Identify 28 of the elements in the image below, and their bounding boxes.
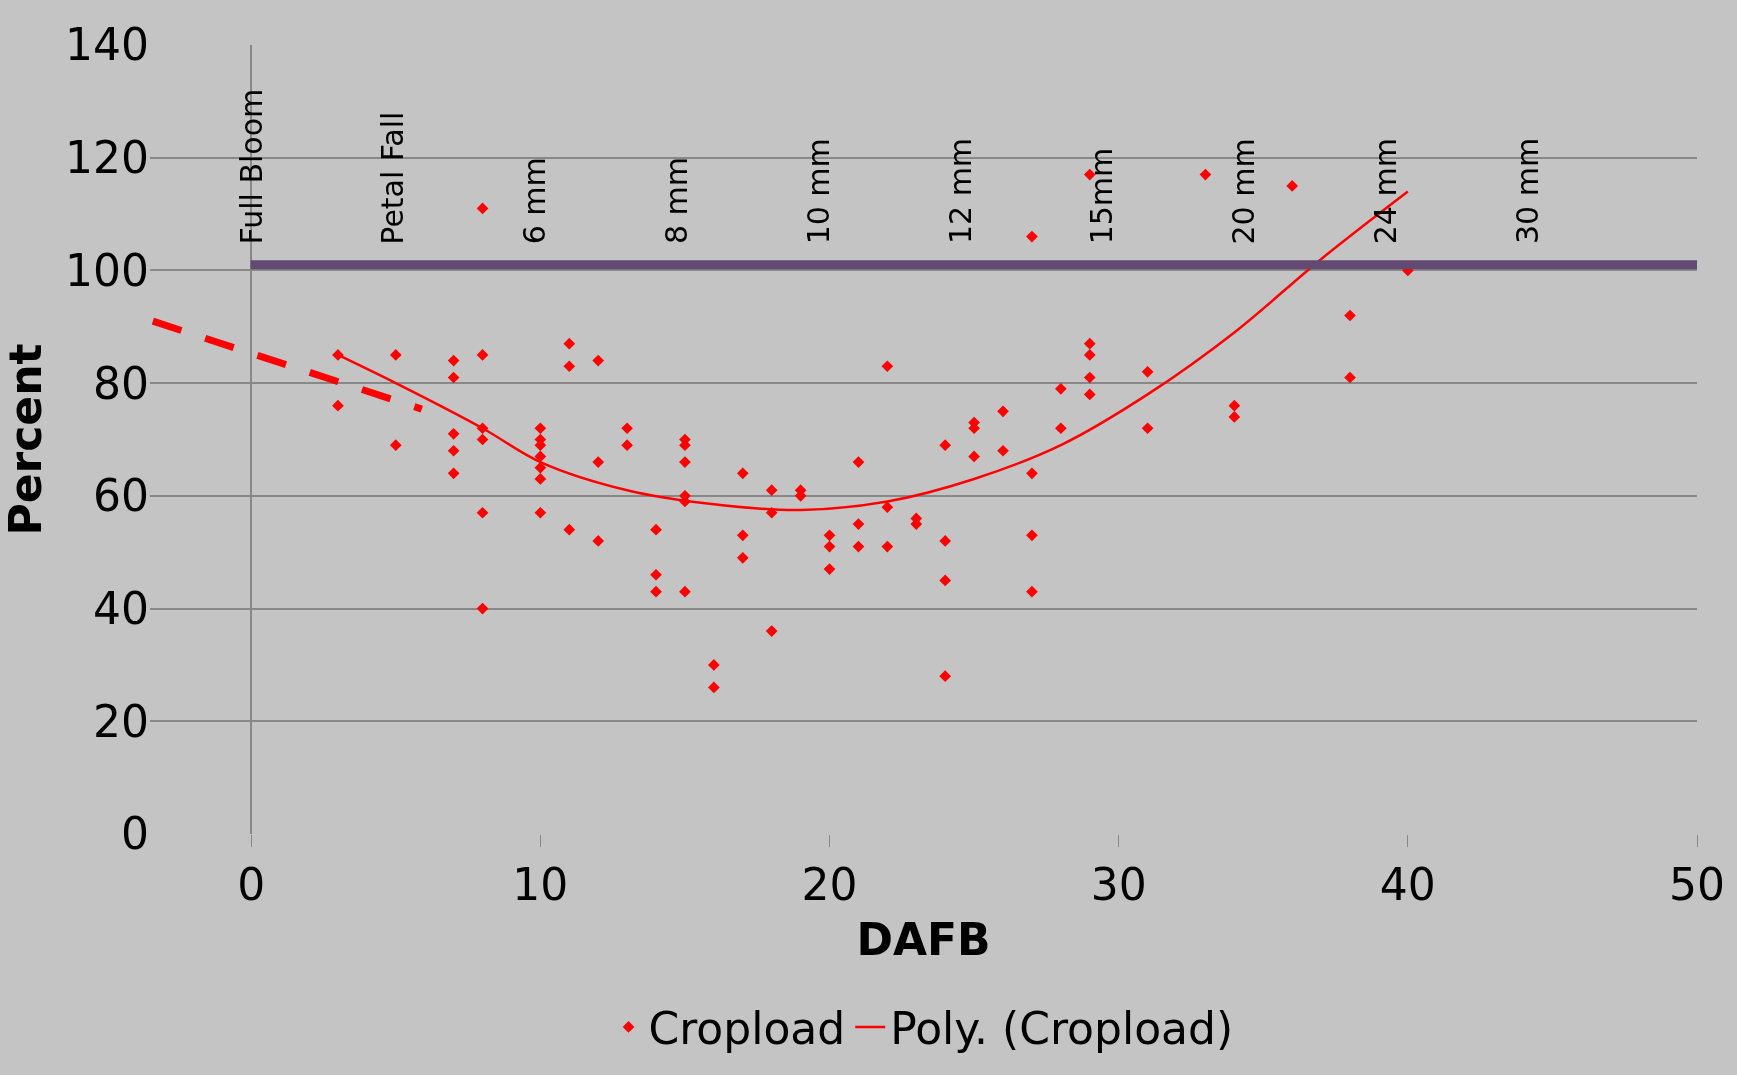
x-axis-title: DAFB: [856, 914, 991, 966]
y-tick-label: 20: [93, 695, 149, 747]
annotation: 12 mm: [942, 137, 978, 245]
y-tick-label: 100: [65, 244, 149, 296]
x-tick-label: 30: [1090, 858, 1147, 910]
y-axis-title: Percent: [0, 343, 51, 536]
annotation: 20 mm: [1226, 138, 1262, 245]
y-tick-label: 140: [65, 19, 149, 71]
x-tick-label: 40: [1379, 858, 1436, 910]
annotation: 15mm: [1083, 147, 1119, 245]
legend-label: Cropload: [648, 1003, 846, 1055]
x-tick-label: 50: [1669, 858, 1725, 910]
y-tick-label: 120: [65, 132, 149, 184]
y-tick-label: 0: [121, 808, 149, 860]
annotation: Full Bloom: [234, 88, 270, 245]
annotation: 24 mm: [1367, 138, 1403, 245]
y-tick-label: 60: [93, 470, 149, 522]
x-tick-label: 0: [237, 858, 266, 910]
y-tick-label: 40: [93, 582, 149, 634]
annotation: Petal Fall: [375, 111, 411, 245]
y-tick-label: 80: [93, 357, 149, 409]
x-tick-label: 20: [801, 858, 858, 910]
annotation: 10 mm: [800, 138, 836, 245]
annotation: 30 mm: [1509, 137, 1545, 245]
annotation: 8 mm: [658, 157, 694, 245]
x-tick-label: 10: [512, 858, 569, 910]
annotation: 6 mm: [516, 157, 552, 245]
legend-label: Poly. (Cropload): [890, 1003, 1234, 1055]
